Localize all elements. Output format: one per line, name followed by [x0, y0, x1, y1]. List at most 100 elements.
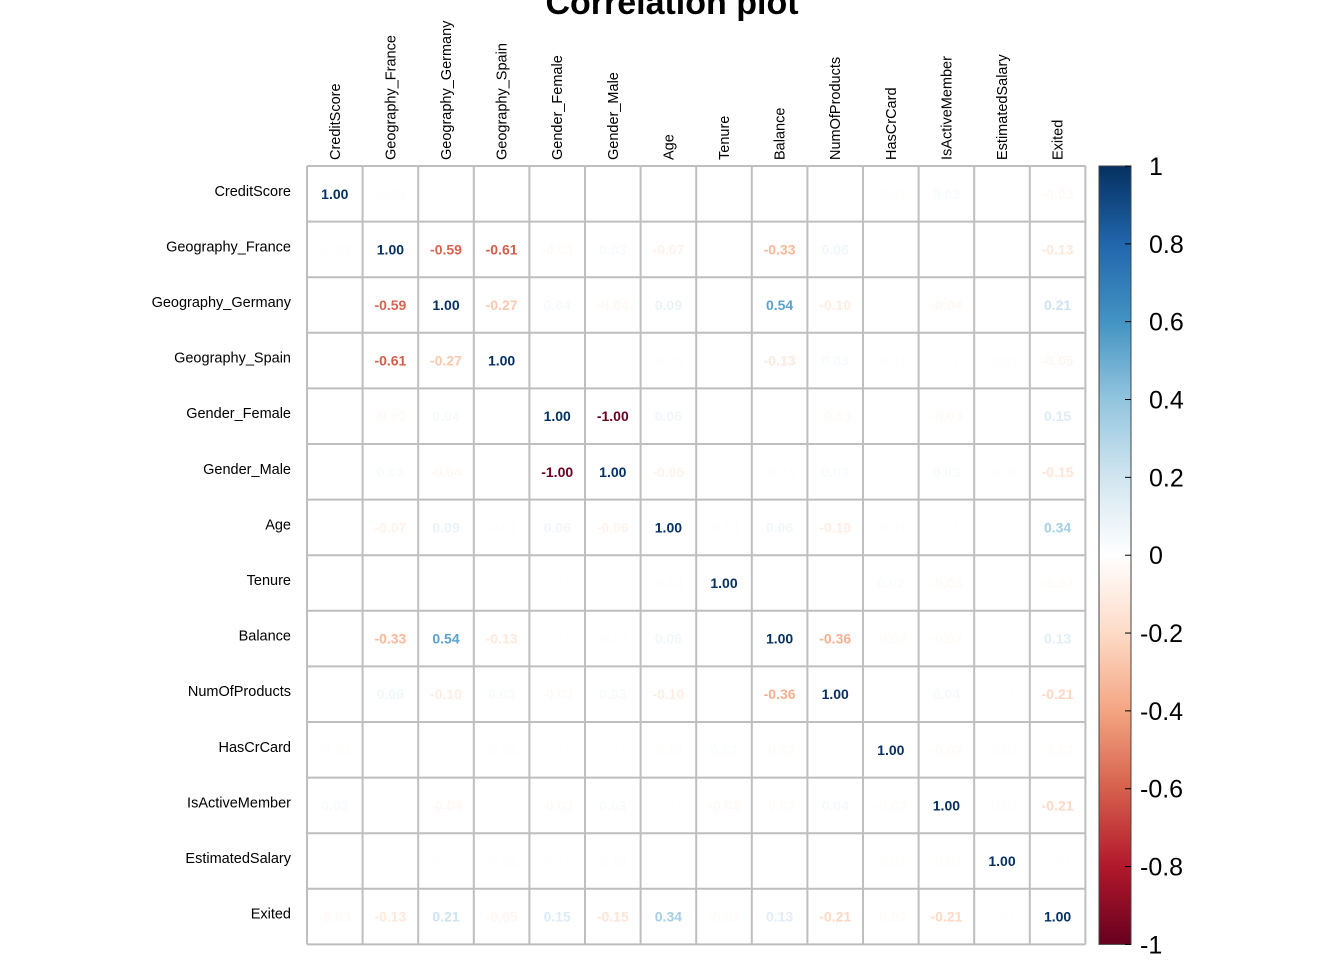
column-label: Geography_Spain: [495, 43, 511, 160]
correlation-value: 0.00: [488, 408, 515, 424]
correlation-value: 0.01: [655, 797, 682, 813]
correlation-value: -0.01: [319, 241, 351, 257]
correlation-value: 0.03: [599, 241, 626, 257]
correlation-value: 0.01: [544, 742, 571, 758]
correlation-value: 0.02: [710, 742, 737, 758]
correlation-value: -0.33: [374, 631, 406, 647]
correlation-value: 0.06: [655, 408, 682, 424]
correlation-value: 0.54: [432, 631, 459, 647]
correlation-value: 0.00: [544, 186, 571, 202]
correlation-value: -0.36: [819, 631, 851, 647]
correlation-value: 0.03: [488, 686, 515, 702]
correlation-value: -0.03: [930, 575, 962, 591]
correlation-value: -0.04: [597, 297, 629, 313]
correlation-value: 0.00: [822, 742, 849, 758]
colorbar-tick-label: -0.6: [1140, 776, 1183, 804]
correlation-value: -0.01: [986, 797, 1018, 813]
correlation-value: 0.00: [488, 186, 515, 202]
correlation-value: 0.15: [1044, 408, 1071, 424]
correlation-value: 0.01: [710, 686, 737, 702]
correlation-value: 0.01: [599, 742, 626, 758]
correlation-value: -0.02: [875, 909, 907, 925]
correlation-value: 0.00: [710, 186, 737, 202]
row-labels: CreditScore Geography_France Geography_Ger…: [152, 184, 292, 923]
correlation-value: -0.01: [652, 353, 684, 369]
correlation-value: 0.00: [988, 241, 1015, 257]
correlation-value: -0.02: [1042, 575, 1074, 591]
correlation-value: -0.04: [930, 297, 962, 313]
correlation-value: 0.01: [432, 742, 459, 758]
correlation-value: 0.01: [432, 853, 459, 869]
correlation-value: -0.02: [708, 909, 740, 925]
correlation-value: 1.00: [377, 241, 404, 257]
correlation-value: 0.09: [432, 519, 459, 535]
correlation-value: -0.03: [374, 408, 406, 424]
column-label: EstimatedSalary: [995, 54, 1011, 160]
row-label: CreditScore: [214, 184, 291, 200]
correlation-value: 0.01: [822, 853, 849, 869]
correlation-value: 0.01: [822, 186, 849, 202]
correlation-value: -0.02: [930, 742, 962, 758]
correlation-value: -0.27: [486, 297, 518, 313]
correlation-value: 0.02: [877, 575, 904, 591]
correlation-value: -0.01: [875, 853, 907, 869]
correlation-value: 0.00: [710, 353, 737, 369]
correlation-value: 0.01: [321, 297, 348, 313]
correlation-value: 0.01: [988, 909, 1015, 925]
correlation-value: -0.05: [1042, 353, 1074, 369]
correlation-value: -0.02: [764, 797, 796, 813]
correlation-value: 0.01: [710, 408, 737, 424]
correlation-value: -0.01: [986, 353, 1018, 369]
correlation-value: 0.01: [877, 297, 904, 313]
correlation-value: 0.01: [1044, 853, 1071, 869]
correlation-value: 0.03: [933, 464, 960, 480]
correlation-value: 0.01: [544, 575, 571, 591]
correlation-value: 0.00: [988, 186, 1015, 202]
column-label: Tenure: [717, 116, 733, 160]
correlation-value: 0.00: [321, 464, 348, 480]
correlation-value: 0.04: [432, 408, 459, 424]
correlation-value: 0.01: [544, 853, 571, 869]
correlation-value: -0.02: [1042, 742, 1074, 758]
row-label: Age: [265, 517, 291, 533]
correlation-value: 1.00: [766, 631, 793, 647]
correlation-value: -0.61: [374, 353, 406, 369]
correlation-value: -0.01: [652, 575, 684, 591]
correlation-value: -0.01: [374, 186, 406, 202]
correlation-value: 0.01: [432, 186, 459, 202]
row-label: Gender_Female: [186, 406, 291, 422]
correlation-value: 1.00: [933, 797, 960, 813]
correlation-value: -0.01: [597, 631, 629, 647]
row-label: Balance: [239, 629, 291, 645]
correlation-value: 0.34: [655, 909, 682, 925]
column-label: Balance: [773, 108, 789, 160]
correlation-value: 0.06: [544, 519, 571, 535]
correlation-value: 0.00: [710, 241, 737, 257]
correlation-value: -0.07: [374, 519, 406, 535]
correlation-value: -0.21: [1042, 686, 1074, 702]
correlation-value: 0.01: [766, 186, 793, 202]
correlation-value: -0.01: [986, 464, 1018, 480]
row-label: NumOfProducts: [188, 684, 291, 700]
correlation-value: -0.15: [1042, 464, 1074, 480]
column-label: IsActiveMember: [939, 56, 955, 160]
correlation-value: -0.13: [764, 353, 796, 369]
column-label: HasCrCard: [884, 87, 900, 160]
correlation-value: -0.03: [1042, 186, 1074, 202]
colorbar-tick-label: 0: [1149, 542, 1163, 570]
correlation-value: -0.27: [430, 353, 462, 369]
correlation-value: 0.00: [488, 464, 515, 480]
correlation-value: 0.01: [933, 519, 960, 535]
correlation-value: -0.13: [374, 909, 406, 925]
correlation-value: -0.03: [708, 797, 740, 813]
correlation-value: -0.36: [764, 686, 796, 702]
correlation-value: 0.00: [432, 575, 459, 591]
correlation-value: 1.00: [822, 686, 849, 702]
correlation-value: 0.00: [321, 519, 348, 535]
correlation-value: 0.00: [710, 297, 737, 313]
colorbar-tick-label: -0.2: [1140, 620, 1183, 648]
correlation-value: 0.00: [877, 241, 904, 257]
correlation-value: -0.01: [652, 742, 684, 758]
correlation-value: 0.00: [377, 853, 404, 869]
correlation-value: 0.01: [988, 297, 1015, 313]
